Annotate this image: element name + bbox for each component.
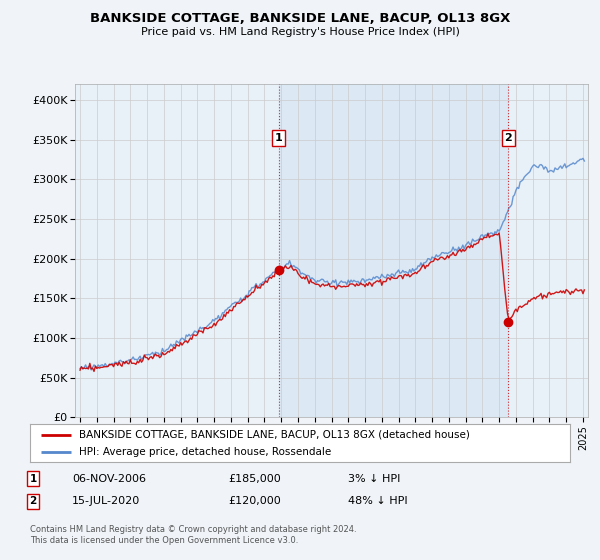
Bar [278,84,508,417]
Text: BANKSIDE COTTAGE, BANKSIDE LANE, BACUP, OL13 8GX (detached house): BANKSIDE COTTAGE, BANKSIDE LANE, BACUP, … [79,430,469,440]
Text: £185,000: £185,000 [228,474,281,484]
Text: 1: 1 [275,133,283,143]
Text: 1: 1 [29,474,37,484]
Text: 15-JUL-2020: 15-JUL-2020 [72,496,140,506]
Text: 2: 2 [505,133,512,143]
Text: 48% ↓ HPI: 48% ↓ HPI [348,496,407,506]
Text: £120,000: £120,000 [228,496,281,506]
Text: 3% ↓ HPI: 3% ↓ HPI [348,474,400,484]
Text: 06-NOV-2006: 06-NOV-2006 [72,474,146,484]
Text: BANKSIDE COTTAGE, BANKSIDE LANE, BACUP, OL13 8GX: BANKSIDE COTTAGE, BANKSIDE LANE, BACUP, … [90,12,510,25]
Text: Contains HM Land Registry data © Crown copyright and database right 2024.
This d: Contains HM Land Registry data © Crown c… [30,525,356,545]
Text: 2: 2 [29,496,37,506]
Text: HPI: Average price, detached house, Rossendale: HPI: Average price, detached house, Ross… [79,447,331,458]
Text: Price paid vs. HM Land Registry's House Price Index (HPI): Price paid vs. HM Land Registry's House … [140,27,460,37]
